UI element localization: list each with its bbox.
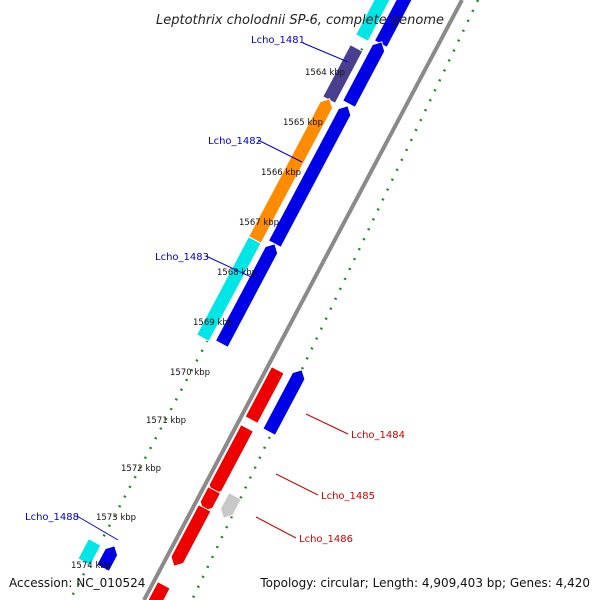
gene-label-lcho-1486[interactable]: Lcho_1486 (299, 534, 353, 545)
tick-label: 1567 kbp (239, 218, 279, 228)
feature-lcho-1484[interactable] (262, 369, 306, 436)
gene-label-leader-line (205, 255, 263, 283)
tick-label: 1573 kbp (96, 513, 136, 523)
feature-lcho-1481[interactable] (322, 44, 364, 104)
feature-red-bottom[interactable] (145, 581, 171, 600)
feature-red-1[interactable] (244, 366, 285, 424)
feature-cyan-top[interactable] (355, 0, 394, 42)
feature-lcho-1482[interactable] (247, 98, 334, 244)
gene-label-leader-line (255, 516, 297, 539)
gene-label-leader-line (275, 473, 319, 496)
tick-label: 1572 kbp (121, 464, 161, 474)
tick-label: 1574 kbp (71, 561, 111, 571)
gene-label-lcho-1482[interactable]: Lcho_1482 (208, 136, 262, 147)
feature-blue-top[interactable] (373, 0, 416, 48)
tick-label: 1566 kbp (261, 168, 301, 178)
feature-blue-1[interactable] (342, 41, 386, 108)
tick-label: 1565 kbp (283, 118, 323, 128)
page-title: Leptothrix cholodnii SP-6, complete geno… (156, 13, 444, 28)
feature-lcho-1483[interactable] (196, 236, 262, 342)
gene-label-leader-line (302, 42, 349, 63)
gene-label-lcho-1484[interactable]: Lcho_1484 (351, 430, 405, 441)
tick-label: 1570 kbp (170, 368, 210, 378)
gene-label-lcho-1483[interactable]: Lcho_1483 (155, 252, 209, 263)
gene-label-leader-line (305, 413, 349, 435)
gene-label-leader-line (257, 139, 303, 163)
genome-backbone (142, 0, 464, 600)
gene-label-lcho-1488[interactable]: Lcho_1488 (25, 512, 79, 523)
feature-blue-2[interactable] (267, 105, 352, 248)
accession-text: Accession: NC_010524 (9, 576, 145, 590)
tick-label: 1564 kbp (305, 68, 345, 78)
tick-label: 1571 kbp (146, 416, 186, 426)
feature-blue-3[interactable] (214, 243, 279, 348)
tick-label: 1569 kbp (193, 318, 233, 328)
gene-label-lcho-1485[interactable]: Lcho_1485 (321, 491, 375, 502)
gene-label-leader-line (76, 515, 119, 541)
topology-text: Topology: circular; Length: 4,909,403 bp… (259, 576, 590, 590)
gc-dotted-line-right (190, 0, 480, 600)
gene-label-lcho-1481[interactable]: Lcho_1481 (251, 35, 305, 46)
feature-lcho-1488[interactable] (77, 538, 102, 566)
feature-blue-4[interactable] (96, 545, 119, 572)
feature-lcho-1486[interactable] (219, 492, 242, 519)
feature-red-3[interactable] (170, 504, 212, 567)
tick-label: 1568 kbp (217, 268, 257, 278)
